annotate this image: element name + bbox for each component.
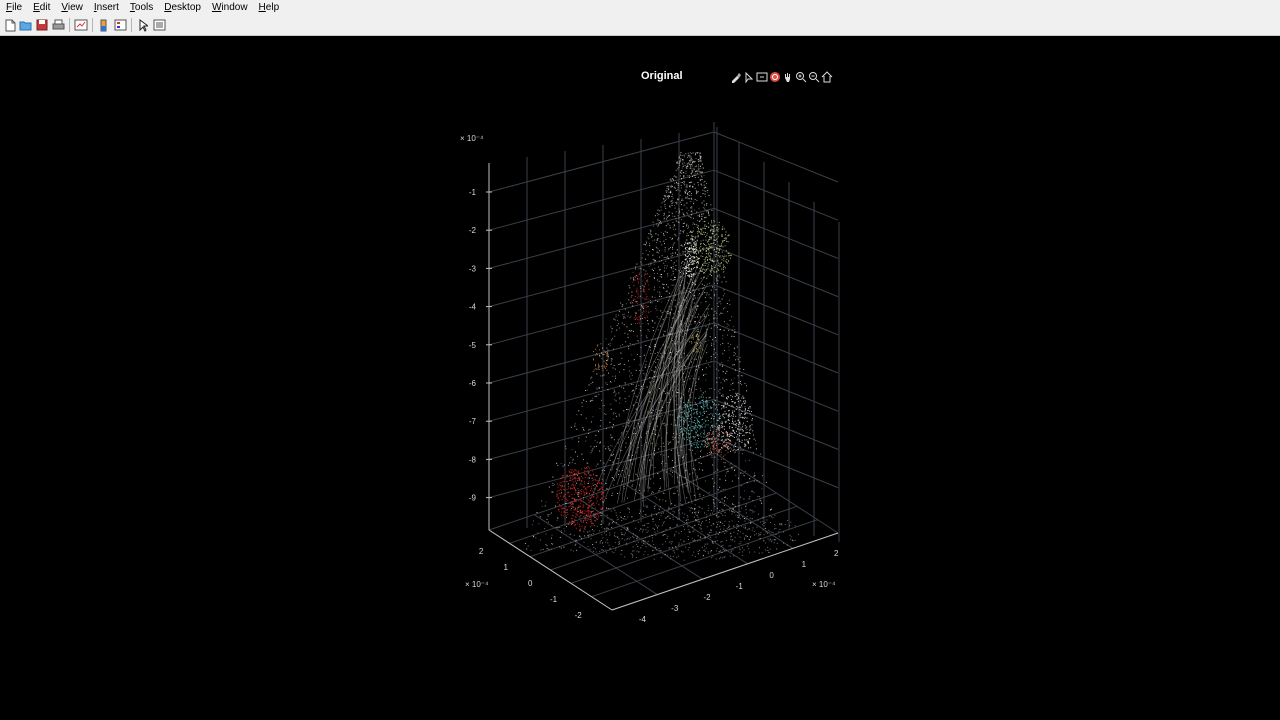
z-tick-label: -1 [469, 188, 477, 197]
print-icon[interactable] [50, 17, 66, 33]
new-figure-icon[interactable] [2, 17, 18, 33]
x-exponent-label: × 10⁻⁴ [812, 580, 836, 589]
figure-toolbar [0, 15, 1280, 36]
z-tick-label: -7 [469, 417, 477, 426]
tick-labels: -1 -2 -3 -4 -5 -6 -7 -8 -9 × 10⁻⁴ 2 1 0 -1 -2 × 10⁻⁴ -4 -… [460, 134, 839, 624]
toolbar-separator [69, 18, 70, 32]
z-tick-label: -3 [469, 264, 477, 273]
y-tick-label: 2 [479, 547, 484, 556]
menu-help[interactable]: Help [258, 2, 280, 13]
z-tick-label: -2 [469, 226, 477, 235]
export-icon[interactable] [756, 71, 768, 83]
rotate-icon[interactable] [769, 71, 781, 83]
z-tick-label: -8 [469, 455, 477, 464]
axes-title: Original [641, 70, 683, 82]
zoom-out-icon[interactable] [808, 71, 820, 83]
x-tick-label: -1 [736, 582, 744, 591]
brush-icon[interactable] [730, 71, 742, 83]
menu-insert[interactable]: Insert [93, 2, 119, 13]
edit-plot-icon[interactable] [135, 17, 151, 33]
y-tick-label: 0 [528, 579, 533, 588]
z-tick-label: -4 [469, 303, 477, 312]
menu-edit[interactable]: Edit [33, 2, 51, 13]
x-tick-label: -2 [703, 593, 711, 602]
z-tick-label: -5 [469, 341, 477, 350]
property-inspector-icon[interactable] [151, 17, 167, 33]
x-tick-label: 1 [802, 560, 807, 569]
figure-canvas: -1 -2 -3 -4 -5 -6 -7 -8 -9 × 10⁻⁴ 2 1 0 -1 -2 × 10⁻⁴ -4 -… [0, 37, 1280, 720]
y-tick-label: -2 [575, 611, 583, 620]
toolbar-separator [92, 18, 93, 32]
axes-grid [486, 122, 840, 611]
home-icon[interactable] [821, 71, 833, 83]
axes-toolbar [730, 71, 833, 83]
save-icon[interactable] [34, 17, 50, 33]
z-exponent-label: × 10⁻⁴ [460, 134, 484, 143]
menu-file[interactable]: File [6, 2, 23, 13]
x-tick-label: 0 [769, 571, 774, 580]
colorbar-icon[interactable] [96, 17, 112, 33]
zoom-in-icon[interactable] [795, 71, 807, 83]
z-tick-label: -6 [469, 379, 477, 388]
y-tick-label: -1 [550, 595, 558, 604]
toolbar-separator [131, 18, 132, 32]
x-tick-label: 2 [834, 549, 839, 558]
menubar: File Edit View Insert Tools Desktop Window Help [0, 0, 1280, 15]
x-tick-label: -3 [671, 604, 679, 613]
link-plot-icon[interactable] [73, 17, 89, 33]
menu-window[interactable]: Window [211, 2, 248, 13]
x-tick-label: -4 [639, 615, 647, 624]
data-tips-icon[interactable] [743, 71, 755, 83]
menu-view[interactable]: View [61, 2, 83, 13]
axes-3d[interactable]: -1 -2 -3 -4 -5 -6 -7 -8 -9 × 10⁻⁴ 2 1 0 -1 -2 × 10⁻⁴ -4 -… [0, 37, 1280, 720]
point-cloud [524, 152, 799, 561]
z-tick-label: -9 [469, 494, 477, 503]
menu-desktop[interactable]: Desktop [164, 2, 201, 13]
menu-tools[interactable]: Tools [129, 2, 154, 13]
legend-icon[interactable] [112, 17, 128, 33]
pan-icon[interactable] [782, 71, 794, 83]
y-tick-label: 1 [503, 563, 508, 572]
y-exponent-label: × 10⁻⁴ [465, 580, 489, 589]
open-file-icon[interactable] [18, 17, 34, 33]
